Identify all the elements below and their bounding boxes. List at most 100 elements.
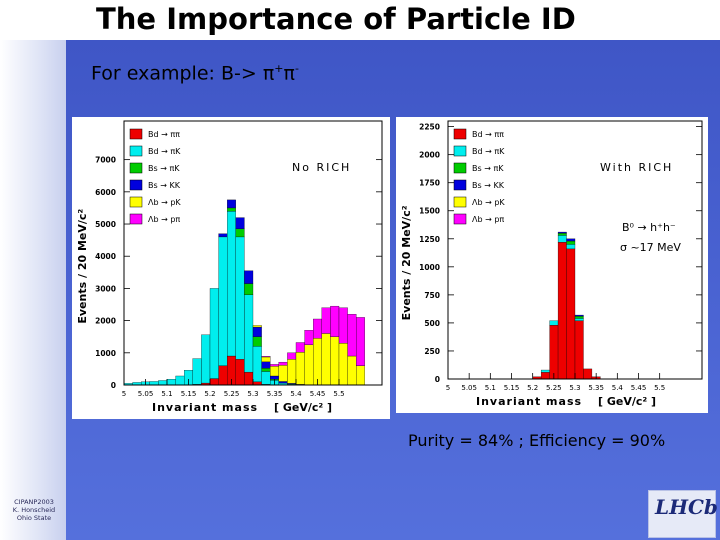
bar-0-s4-b16 [261, 356, 271, 362]
bar-0-s3-b17 [270, 375, 279, 380]
bar-0-s2-b12 [227, 207, 236, 212]
bar-0-s1-b4 [158, 380, 168, 386]
y-tick-label: 500 [424, 319, 440, 328]
legend-swatch [129, 179, 143, 191]
slide-title: The Importance of Particle ID [96, 2, 576, 36]
bar-1-s3-b13 [557, 231, 567, 234]
bar-1-s0-b12 [549, 325, 559, 380]
legend-swatch [129, 196, 143, 208]
bar-0-s5-b27 [356, 317, 365, 366]
legend-label: Bd → ππ [148, 130, 180, 139]
bar-0-s1-b6 [175, 375, 185, 386]
lhcb-logo: LHCb [648, 490, 718, 538]
y-tick-label: 2000 [95, 317, 116, 326]
y-axis-label: Events / 20 MeV/c² [76, 209, 89, 324]
bar-0-s5-b18 [278, 361, 288, 366]
bar-0-s4-b18 [278, 365, 288, 382]
x-tick-label: 5.45 [310, 390, 326, 398]
subtitle-minus-sign: - [294, 62, 299, 75]
x-tick-label: 5.05 [138, 390, 154, 398]
bar-0-s5-b24 [330, 305, 340, 337]
bar-0-s0-b13 [235, 359, 245, 386]
bar-0-s1-b15 [252, 346, 262, 382]
bar-0-s5-b19 [287, 352, 297, 360]
y-tick-label: 1750 [419, 179, 440, 188]
y-tick-label: 1250 [419, 235, 440, 244]
y-tick-label: 250 [424, 347, 440, 356]
y-tick-label: 0 [111, 381, 116, 390]
annotation-resolution: σ ~17 MeV [620, 241, 681, 254]
footer-line-institution: Ohio State [16, 514, 52, 522]
x-tick-label: 5.5 [333, 390, 344, 398]
y-tick-label: 2000 [419, 151, 440, 160]
x-tick-label: 5.25 [546, 384, 562, 392]
bar-0-s1-b9 [201, 334, 211, 384]
bar-0-s5-b23 [321, 307, 331, 334]
x-axis-label: Invariant mass [476, 395, 582, 408]
bar-1-s2-b14 [566, 240, 576, 245]
legend-label: Λb → pπ [148, 215, 180, 224]
legend-swatch [129, 213, 143, 225]
x-axis-label: Invariant mass [152, 401, 258, 414]
chart-title: With RICH [600, 161, 673, 174]
bar-1-s3-b14 [566, 238, 576, 242]
x-tick-label: 5.35 [588, 384, 604, 392]
bar-0-s1-b13 [235, 236, 245, 360]
y-tick-label: 6000 [95, 188, 116, 197]
bar-0-s3-b13 [235, 217, 245, 230]
y-tick-label: 1000 [419, 263, 440, 272]
x-tick-label: 5.35 [267, 390, 283, 398]
bar-1-s1-b15 [574, 318, 584, 321]
y-tick-label: 5000 [95, 220, 116, 229]
bar-0-s4-b26 [347, 355, 357, 386]
legend-swatch [453, 162, 467, 174]
bar-0-s5-b22 [313, 318, 322, 339]
chart-with-rich: 0 250 500 750 1000 1250 1500 1750 2000 2250 5 5.05 5… [396, 117, 708, 413]
legend-swatch [129, 128, 143, 140]
bar-0-s1-b8 [192, 358, 202, 385]
lhcb-logo-text: LHCb [655, 495, 718, 519]
legend-swatch [453, 196, 467, 208]
bar-1-s2-b15 [574, 316, 584, 319]
bar-0-s3-b18 [278, 381, 288, 384]
bar-0-s1-b16 [261, 371, 271, 385]
legend-label: Λb → pK [148, 198, 181, 207]
bar-0-s4-b20 [295, 352, 305, 385]
x-tick-label: 5.3 [247, 390, 258, 398]
y-tick-label: 1500 [419, 207, 440, 216]
title-area: The Importance of Particle ID [0, 0, 720, 40]
bar-0-s4-b15 [252, 325, 262, 328]
subtitle-pi-plus: π [262, 62, 275, 85]
legend-label: Bd → ππ [472, 130, 504, 139]
bar-0-s4-b27 [356, 365, 365, 386]
legend-label: Bd → πK [148, 147, 181, 156]
bar-0-s5-b21 [304, 330, 314, 345]
x-axis-unit: [ GeV/c² ] [274, 401, 332, 414]
legend-label: Bs → πK [148, 164, 180, 173]
bar-0-s1-b12 [227, 210, 236, 357]
x-tick-label: 5.2 [204, 390, 215, 398]
bar-0-s0-b10 [209, 378, 219, 386]
y-tick-label: 0 [435, 375, 440, 384]
bar-0-s5-b26 [347, 314, 357, 357]
bar-0-s2-b14 [244, 283, 254, 296]
bar-0-s1-b5 [166, 379, 176, 386]
bar-1-s2-b13 [557, 233, 567, 236]
x-tick-label: 5.25 [224, 390, 240, 398]
bar-1-s1-b13 [557, 235, 567, 243]
y-tick-label: 750 [424, 291, 440, 300]
bar-0-s2-b15 [252, 336, 262, 347]
x-tick-label: 5 [122, 390, 126, 398]
purity-efficiency-text: Purity = 84% ; Efficiency = 90% [408, 431, 666, 450]
y-tick-label: 1000 [95, 349, 116, 358]
legend-swatch [129, 162, 143, 174]
bar-1-s0-b16 [583, 368, 593, 380]
y-tick-label: 3000 [95, 284, 116, 293]
subtitle-pi-minus: π [283, 62, 295, 85]
bar-0-s4-b25 [338, 342, 348, 386]
y-tick-label: 4000 [95, 252, 116, 261]
legend-label: Bs → KK [472, 181, 505, 190]
legend-label: Λb → pK [472, 198, 505, 207]
bar-0-s3-b12 [227, 199, 236, 209]
